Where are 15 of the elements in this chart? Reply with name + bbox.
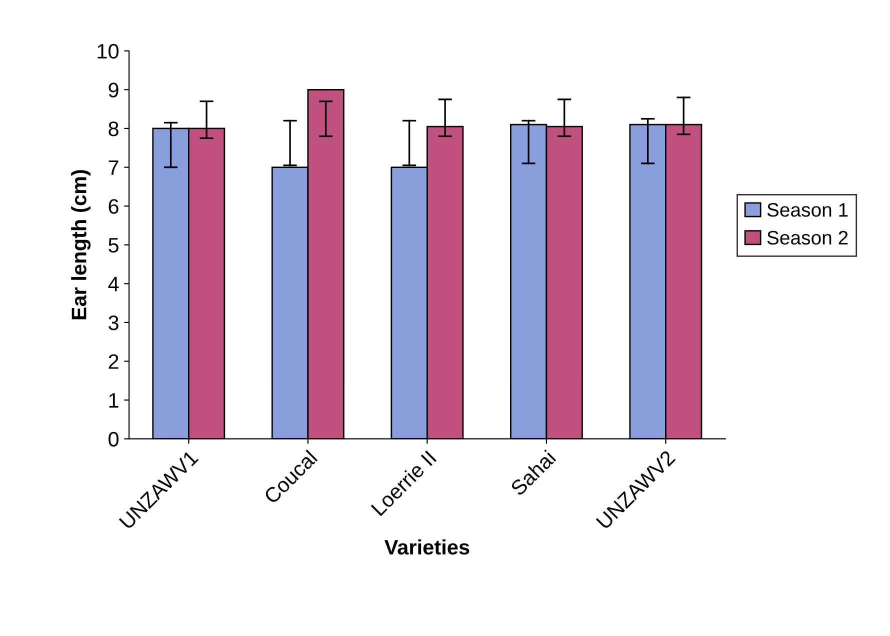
y-tick-label: 7 xyxy=(108,160,118,175)
y-tick-label: 0 xyxy=(108,432,119,447)
y-tick-label: 4 xyxy=(108,276,119,292)
y-tick-label: 9 xyxy=(108,82,118,98)
y-tick-label: 3 xyxy=(108,315,118,330)
y-tick-label: 6 xyxy=(108,199,118,214)
y-tick-label: 10 xyxy=(98,44,119,59)
legend-label: Season 1 xyxy=(767,202,848,217)
y-tick-label: 1 xyxy=(109,393,118,408)
y-tick-label: 8 xyxy=(108,121,118,136)
y-tick-label: 5 xyxy=(108,238,118,253)
y-tick-label: 2 xyxy=(108,354,118,369)
y-axis-title: Ear length (cm) xyxy=(71,170,91,320)
legend-label: Season 2 xyxy=(767,230,848,245)
x-axis-title: Varieties xyxy=(384,539,470,555)
